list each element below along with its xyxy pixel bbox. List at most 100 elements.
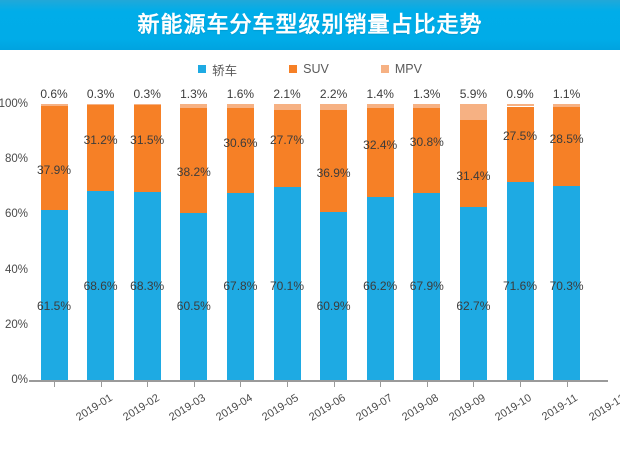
bar-segment-suv[interactable] — [40, 105, 68, 211]
data-label-suv: 31.2% — [83, 132, 118, 147]
bar-segment-car[interactable] — [366, 197, 394, 380]
bar-segment-suv[interactable] — [366, 107, 394, 198]
bar-segment-car[interactable] — [226, 192, 254, 380]
data-label-car: 60.5% — [176, 299, 211, 313]
data-label-car: 68.3% — [130, 279, 165, 293]
bar-segment-suv[interactable] — [320, 110, 348, 212]
plot-area: 0.6% 37.9% 61.5% 2019-01 0.3% 31.2% 68.6% 2019-… — [29, 87, 620, 424]
bar-group[interactable] — [40, 104, 68, 380]
data-label-mpv: 2.1% — [273, 87, 301, 102]
bar-segment-suv[interactable] — [506, 106, 534, 183]
bar-segment-car[interactable] — [40, 210, 68, 380]
bar-group[interactable] — [133, 103, 161, 380]
data-label-mpv: 2.2% — [319, 87, 348, 101]
data-label-suv: 31.5% — [130, 133, 165, 148]
data-label-suv: 27.7% — [269, 133, 305, 148]
bar-group[interactable] — [273, 104, 301, 380]
legend-item-suv[interactable]: SUV — [289, 62, 329, 76]
bar-segment-mpv[interactable] — [459, 104, 487, 121]
data-label-car: 71.6% — [502, 279, 538, 293]
x-axis-tick-label: 2019-07 — [353, 392, 395, 424]
data-label-car: 67.9% — [409, 279, 444, 293]
data-label-suv: 31.4% — [456, 168, 491, 183]
legend-swatch-mpv — [380, 65, 389, 73]
x-axis-tick-label: 2019-02 — [120, 392, 162, 424]
page-title: 新能源车分车型级别销量占比走势 — [137, 12, 483, 37]
bar-segment-car[interactable] — [133, 191, 161, 380]
x-axis-tick — [566, 382, 568, 387]
bar-segment-mpv[interactable] — [273, 104, 301, 111]
chart-legend: 轿车 SUV MPV — [0, 58, 620, 80]
bar-segment-car[interactable] — [320, 211, 348, 380]
bar-segment-suv[interactable] — [87, 104, 115, 191]
bar-segment-suv[interactable] — [459, 120, 487, 207]
bar-segment-car[interactable] — [180, 213, 208, 380]
bar-segment-car[interactable] — [506, 182, 534, 380]
bar-group[interactable] — [506, 104, 534, 380]
legend-item-mpv[interactable]: MPV — [380, 62, 422, 76]
data-label-car: 70.1% — [269, 279, 305, 293]
y-axis-labels: 0% 20% 40% 60% 80% 100% — [0, 98, 33, 386]
bar-group[interactable] — [320, 104, 348, 380]
bar-segment-mpv[interactable] — [366, 104, 394, 108]
data-label-car: 66.2% — [363, 279, 398, 293]
y-axis-tick-label: 0% — [11, 374, 28, 386]
legend-label: MPV — [394, 62, 422, 76]
bar-group[interactable] — [553, 104, 581, 380]
bar-segment-mpv[interactable] — [133, 103, 161, 105]
x-axis-tick — [147, 382, 149, 387]
bar-segment-mpv[interactable] — [40, 104, 68, 106]
bar-segment-mpv[interactable] — [180, 104, 208, 108]
data-label-mpv: 1.3% — [413, 87, 441, 101]
bar-segment-suv[interactable] — [553, 107, 581, 186]
bar-segment-suv[interactable] — [273, 110, 301, 187]
x-axis-tick-label: 2019-03 — [167, 392, 208, 424]
legend-swatch-car — [198, 65, 207, 73]
x-axis-tick-label: 2019-12 — [586, 392, 620, 424]
bar-segment-mpv[interactable] — [320, 104, 348, 111]
bar-segment-suv[interactable] — [413, 107, 441, 193]
bar-segment-car[interactable] — [87, 190, 115, 380]
bar-segment-car[interactable] — [459, 206, 487, 380]
bar-group[interactable] — [87, 103, 115, 380]
data-label-suv: 37.9% — [36, 162, 72, 177]
legend-item-轿车[interactable]: 轿车 — [198, 60, 237, 79]
data-label-mpv: 0.9% — [506, 87, 534, 101]
data-label-suv: 36.9% — [316, 165, 351, 180]
data-label-mpv: 1.3% — [180, 87, 208, 101]
x-axis-tick — [54, 382, 55, 387]
data-label-suv: 28.5% — [549, 131, 584, 146]
x-axis-tick — [520, 382, 521, 387]
bar-segment-mpv[interactable] — [506, 104, 534, 107]
bar-segment-mpv[interactable] — [413, 104, 441, 108]
bar-group[interactable] — [459, 104, 487, 380]
data-label-car: 61.5% — [36, 299, 72, 313]
x-axis-tick-label: 2019-08 — [400, 392, 441, 424]
bar-group[interactable] — [366, 104, 394, 380]
y-axis-tick-label: 40% — [4, 263, 28, 276]
data-label-mpv: 0.3% — [86, 86, 115, 101]
x-axis-tick-label: 2019-10 — [493, 392, 535, 424]
bar-segment-car[interactable] — [413, 192, 441, 380]
bar-segment-suv[interactable] — [133, 104, 161, 192]
bar-segment-car[interactable] — [553, 185, 581, 380]
legend-label: 轿车 — [212, 63, 238, 78]
bar-group[interactable] — [180, 104, 208, 380]
bar-segment-suv[interactable] — [226, 108, 254, 193]
bar-segment-mpv[interactable] — [226, 104, 254, 109]
bar-segment-mpv[interactable] — [553, 104, 581, 108]
y-axis-tick-label: 60% — [4, 208, 28, 221]
x-axis-tick — [287, 382, 288, 387]
bar-group[interactable] — [226, 104, 254, 380]
data-label-car: 68.6% — [83, 279, 118, 293]
data-label-car: 62.7% — [456, 299, 491, 313]
data-label-car: 60.9% — [316, 299, 351, 313]
x-axis-tick — [333, 382, 335, 387]
bar-segment-mpv[interactable] — [87, 103, 115, 105]
data-label-suv: 27.5% — [502, 129, 538, 144]
bar-group[interactable] — [413, 104, 441, 380]
bar-segment-car[interactable] — [273, 186, 301, 380]
bar-segment-suv[interactable] — [180, 107, 208, 214]
legend-label: SUV — [303, 62, 329, 76]
x-axis-tick-label: 2019-09 — [446, 392, 488, 424]
